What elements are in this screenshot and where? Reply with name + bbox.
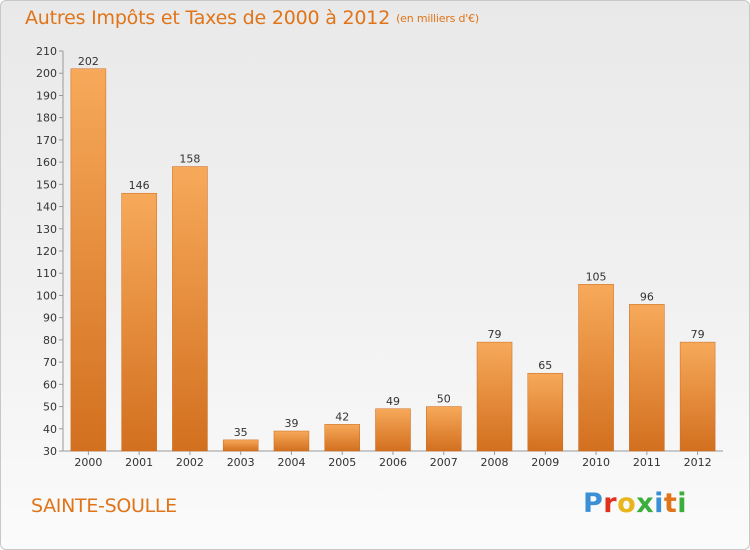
- x-tick-label: 2000: [74, 456, 102, 469]
- bar-2002: [172, 166, 208, 452]
- logo-letter: P: [583, 488, 604, 519]
- x-tick-label: 2011: [633, 456, 661, 469]
- x-tick-label: 2006: [379, 456, 407, 469]
- y-tick-label: 50: [43, 401, 57, 414]
- value-label: 202: [78, 55, 99, 68]
- y-tick-label: 70: [43, 356, 57, 369]
- x-tick-label: 2009: [531, 456, 559, 469]
- value-label: 158: [179, 153, 200, 166]
- y-tick-label: 190: [36, 89, 57, 102]
- x-tick-label: 2003: [227, 456, 255, 469]
- bar-2007: [426, 406, 462, 452]
- y-tick-label: 150: [36, 178, 57, 191]
- y-tick-label: 40: [43, 423, 57, 436]
- logo-letter: t: [663, 488, 678, 519]
- y-tick-label: 120: [36, 245, 57, 258]
- value-label: 146: [129, 179, 150, 192]
- chart-title-text: Autres Impôts et Taxes de 2000 à 2012: [25, 7, 391, 29]
- value-label: 42: [335, 410, 349, 423]
- bar-2003: [222, 439, 259, 452]
- bar-2010: [578, 284, 614, 452]
- y-tick-label: 210: [36, 45, 57, 58]
- proxiti-logo: Proxiti: [583, 488, 687, 519]
- y-tick-label: 180: [36, 112, 57, 125]
- bar-2009: [527, 372, 564, 452]
- value-label: 50: [437, 393, 451, 406]
- x-tick-label: 2007: [430, 456, 458, 469]
- bar-2012: [679, 341, 716, 452]
- value-label: 96: [640, 290, 654, 303]
- y-tick-label: 110: [36, 267, 57, 280]
- x-tick-label: 2004: [277, 456, 305, 469]
- bar-2011: [629, 304, 665, 452]
- y-tick-label: 90: [43, 312, 57, 325]
- x-tick-label: 2001: [125, 456, 153, 469]
- y-tick-label: 60: [43, 378, 57, 391]
- logo-letter: o: [617, 488, 637, 519]
- value-label: 79: [691, 328, 705, 341]
- x-tick-label: 2012: [684, 456, 712, 469]
- y-tick-label: 160: [36, 156, 57, 169]
- place-name: SAINTE-SOULLE: [31, 495, 177, 517]
- value-label: 79: [488, 328, 502, 341]
- bar-2008: [476, 341, 513, 452]
- x-tick-label: 2002: [176, 456, 204, 469]
- bar-2004: [273, 430, 310, 452]
- bar-2006: [375, 408, 411, 452]
- y-tick-label: 140: [36, 201, 57, 214]
- y-tick-label: 80: [43, 334, 57, 347]
- value-label: 105: [586, 270, 607, 283]
- value-label: 35: [234, 426, 248, 439]
- y-tick-label: 200: [36, 67, 57, 80]
- chart-title: Autres Impôts et Taxes de 2000 à 2012 (en…: [25, 7, 479, 29]
- chart-unit: (en milliers d'€): [396, 12, 479, 25]
- y-tick-label: 130: [36, 223, 57, 236]
- y-tick-label: 30: [43, 445, 57, 458]
- bar-2000: [70, 68, 107, 452]
- y-tick-label: 100: [36, 289, 57, 302]
- value-label: 39: [284, 417, 298, 430]
- value-label: 65: [538, 359, 552, 372]
- value-label: 49: [386, 395, 400, 408]
- logo-letter: r: [603, 488, 618, 519]
- x-tick-label: 2008: [481, 456, 509, 469]
- bar-2005: [324, 424, 360, 452]
- bar-2001: [121, 192, 157, 452]
- y-tick-label: 170: [36, 134, 57, 147]
- x-tick-label: 2005: [328, 456, 356, 469]
- x-tick-label: 2010: [582, 456, 610, 469]
- logo-letter: i: [677, 488, 688, 519]
- logo-letter: i: [654, 488, 664, 519]
- logo-letter: x: [636, 488, 655, 519]
